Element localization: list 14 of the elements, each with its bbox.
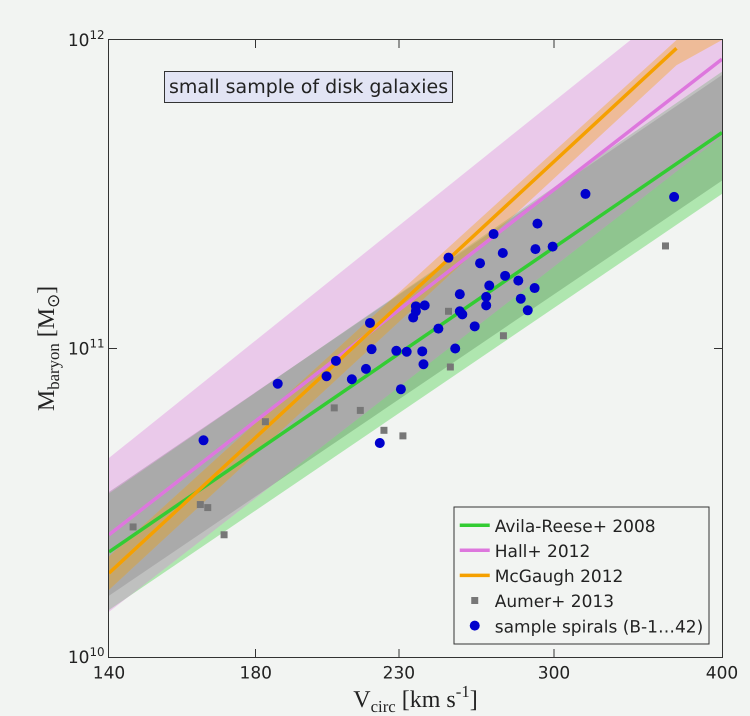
annotation: small sample of disk galaxies	[169, 76, 448, 98]
legend-label: Aumer+ 2013	[494, 592, 614, 612]
x-tick-label: 180	[240, 663, 272, 684]
y-tick-label: 10$^{12}$	[68, 28, 105, 51]
x-axis-title: V$_{circ}$ [km s$^{-1}$]	[353, 682, 478, 716]
legend-label: Avila-Reese+ 2008	[494, 516, 656, 537]
x-tick-label: 300	[538, 663, 570, 684]
legend-label: McGaugh 2012	[494, 567, 624, 588]
x-tick-label: 230	[382, 663, 416, 684]
legend-label: Hall+ 2012	[494, 542, 590, 562]
legend-label: sample spirals (B-1…42)	[494, 617, 704, 638]
y-tick-label: 10$^{11}$	[68, 336, 105, 360]
x-tick-label: 400	[706, 663, 738, 684]
x-tick-label: 140	[92, 663, 126, 684]
